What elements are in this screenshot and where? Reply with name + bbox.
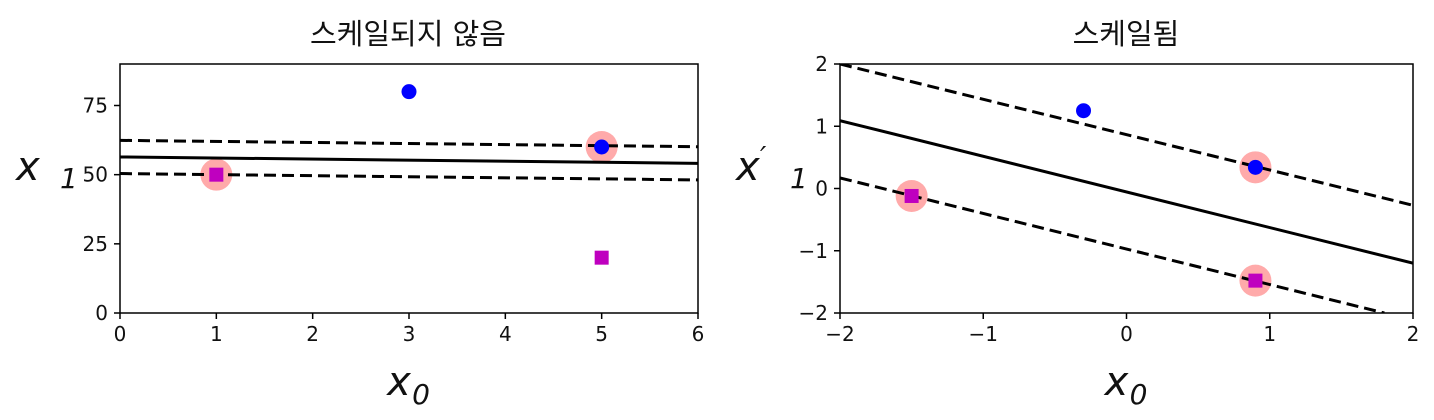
margin-line	[120, 138, 698, 149]
x-axis-label-subscript: 0	[412, 378, 430, 411]
y-tick-label: −1	[799, 239, 828, 263]
data-point-circle	[1247, 159, 1263, 175]
x-tick-label: 2	[1407, 322, 1420, 346]
x-tick-label: 0	[1120, 322, 1133, 346]
x-tick-label: 3	[403, 322, 416, 346]
chart-title: 스케일됨	[1073, 17, 1180, 51]
margin-line	[840, 64, 1413, 207]
y-tick-label: −2	[799, 301, 828, 325]
x-tick-label: 1	[210, 322, 223, 346]
y-tick-label: 2	[815, 52, 828, 76]
plot-content	[120, 84, 698, 265]
plot-frame	[839, 63, 1414, 314]
data-point-square	[594, 250, 609, 265]
x-axis-label: x	[385, 359, 411, 405]
x-tick-label: −1	[969, 322, 998, 346]
y-tick-label: 25	[83, 232, 108, 256]
x-axis-label: x	[1103, 359, 1129, 405]
y-axis-label: x	[14, 144, 40, 190]
decision-boundary	[840, 119, 1413, 265]
y-tick-label: 50	[83, 163, 108, 187]
decision-boundary	[120, 155, 698, 165]
data-point-square	[904, 188, 919, 203]
data-point-circle	[1076, 103, 1092, 119]
data-point-square	[209, 167, 224, 182]
y-axis-label: x	[734, 144, 760, 190]
x-tick-label: 5	[595, 322, 608, 346]
y-tick-label: 75	[83, 94, 108, 118]
x-tick-label: 4	[499, 322, 512, 346]
data-point-circle	[594, 139, 610, 155]
x-axis-label-subscript: 0	[1130, 378, 1148, 411]
y-axis-label-subscript: 1	[60, 162, 78, 195]
y-tick-label: 0	[815, 177, 828, 201]
y-axis-label-prime: ′	[760, 140, 767, 173]
data-point-circle	[401, 84, 417, 100]
x-tick-label: −2	[825, 322, 854, 346]
y-axis-label-subscript: 1	[790, 162, 808, 195]
plot-frame	[119, 63, 699, 314]
y-tick-label: 1	[815, 114, 828, 138]
x-tick-label: 0	[114, 322, 127, 346]
y-tick-label: 0	[95, 301, 108, 325]
x-tick-label: 6	[692, 322, 705, 346]
margin-line	[840, 176, 1385, 313]
data-point-square	[1248, 273, 1263, 288]
x-tick-label: 1	[1263, 322, 1276, 346]
plot-content	[840, 64, 1413, 313]
chart-title: 스케일되지 않음	[310, 17, 506, 51]
x-tick-label: 2	[306, 322, 319, 346]
